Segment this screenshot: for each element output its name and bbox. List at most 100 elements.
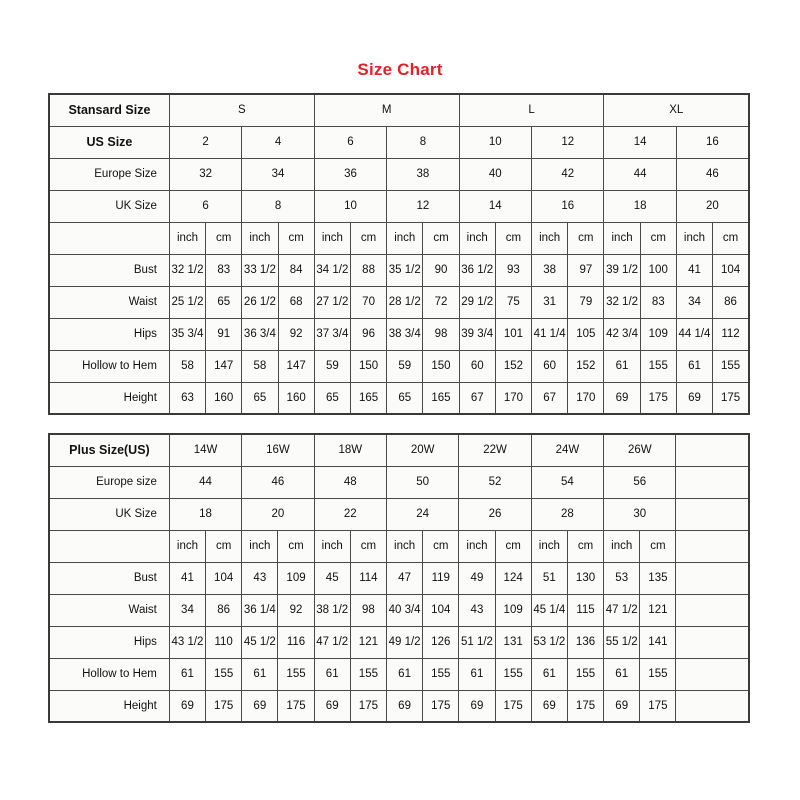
measurement-value: 34 xyxy=(675,285,714,319)
measurement-value: 121 xyxy=(349,625,387,659)
measurement-value: 47 xyxy=(385,561,424,595)
measurement-value: 47 1/2 xyxy=(603,593,641,627)
measurement-value: 33 1/2 xyxy=(241,253,279,287)
measurement-value: 83 xyxy=(639,285,677,319)
standard-header-row: Stansard Size S M L XL xyxy=(48,93,750,127)
unit-label-cm: cm xyxy=(349,221,388,255)
unit-label-cm: cm xyxy=(422,529,460,563)
size-value: 24 xyxy=(385,497,460,531)
measurement-value: 155 xyxy=(494,657,532,691)
measurement-value: 32 1/2 xyxy=(168,253,207,287)
unit-label-cm: cm xyxy=(494,529,532,563)
size-value: 34 xyxy=(241,157,315,191)
table-row: Bust 41 104 43 109 45 114 47 119 49 124 51 130 53 135 xyxy=(48,561,750,595)
measurement-value: 155 xyxy=(277,657,315,691)
standard-size-table: Stansard Size S M L XL US Size 2 4 6 8 10 12 14 16 Eur… xyxy=(48,93,750,415)
unit-label-inch: inch xyxy=(603,221,641,255)
measurement-value: 69 xyxy=(168,689,207,723)
measurement-value: 69 xyxy=(603,689,641,723)
measurement-value: 92 xyxy=(277,317,315,351)
measurement-value: 110 xyxy=(205,625,243,659)
table-row: Height 69 175 69 175 69 175 69 175 69 175 69 175 69 17… xyxy=(48,689,750,723)
size-value: 12 xyxy=(386,189,460,223)
measurement-value: 150 xyxy=(349,349,388,383)
unit-label-inch: inch xyxy=(241,529,279,563)
measurement-value: 104 xyxy=(712,253,750,287)
measurement-value: 43 xyxy=(241,561,279,595)
row-label-height: Height xyxy=(48,689,170,723)
measurement-value: 165 xyxy=(422,381,460,415)
size-value: 8 xyxy=(386,125,460,159)
size-value: 14 xyxy=(603,125,677,159)
measurement-value: 175 xyxy=(712,381,750,415)
unit-label-inch: inch xyxy=(241,221,279,255)
unit-label-inch: inch xyxy=(168,529,207,563)
measurement-value: 109 xyxy=(494,593,532,627)
row-label-waist: Waist xyxy=(48,593,170,627)
measurement-value: 124 xyxy=(494,561,532,595)
measurement-value: 41 1/4 xyxy=(531,317,569,351)
measurement-value: 55 1/2 xyxy=(603,625,641,659)
measurement-value: 175 xyxy=(639,689,677,723)
row-label-uk-size: UK Size xyxy=(48,497,170,531)
measurement-value: 68 xyxy=(277,285,315,319)
size-value: 46 xyxy=(675,157,750,191)
empty-area xyxy=(675,465,750,499)
standard-size-header-label: Stansard Size xyxy=(48,93,170,127)
table-row: Height 63 160 65 160 65 165 65 165 67 170 67 170 69 17… xyxy=(48,381,750,415)
measurement-value: 26 1/2 xyxy=(241,285,279,319)
measurement-value: 155 xyxy=(205,657,243,691)
measurement-value: 61 xyxy=(241,657,279,691)
unit-label-inch: inch xyxy=(386,221,424,255)
measurement-value: 75 xyxy=(494,285,533,319)
measurement-value: 136 xyxy=(566,625,605,659)
measurement-value: 40 3/4 xyxy=(385,593,424,627)
measurement-value: 105 xyxy=(567,317,605,351)
measurement-value: 61 xyxy=(168,657,207,691)
size-value: 38 xyxy=(386,157,460,191)
measurement-value: 42 3/4 xyxy=(603,317,641,351)
size-value: 8 xyxy=(241,189,315,223)
measurement-value: 69 xyxy=(241,689,279,723)
size-value: 32 xyxy=(168,157,243,191)
unit-label-cm: cm xyxy=(277,529,315,563)
measurement-value: 45 1/2 xyxy=(241,625,279,659)
measurement-value: 160 xyxy=(277,381,315,415)
plus-size-14w: 14W xyxy=(168,433,243,467)
measurement-value: 28 1/2 xyxy=(386,285,424,319)
plus-size-24w: 24W xyxy=(530,433,605,467)
row-label-height: Height xyxy=(48,381,170,415)
measurement-value: 115 xyxy=(566,593,605,627)
empty-area xyxy=(675,625,750,659)
measurement-value: 130 xyxy=(566,561,605,595)
size-value: 48 xyxy=(313,465,387,499)
size-value: 20 xyxy=(241,497,315,531)
measurement-value: 59 xyxy=(386,349,424,383)
measurement-value: 155 xyxy=(566,657,605,691)
size-value: 6 xyxy=(313,125,388,159)
measurement-value: 59 xyxy=(313,349,351,383)
measurement-value: 175 xyxy=(205,689,243,723)
row-label-hips: Hips xyxy=(48,625,170,659)
measurement-value: 131 xyxy=(494,625,532,659)
measurement-value: 126 xyxy=(422,625,460,659)
table-row: Bust 32 1/2 83 33 1/2 84 34 1/2 88 35 1/2 90 36 1… xyxy=(48,253,750,287)
measurement-value: 101 xyxy=(494,317,533,351)
unit-label-cm: cm xyxy=(639,529,677,563)
measurement-value: 51 xyxy=(530,561,568,595)
measurement-value: 69 xyxy=(385,689,424,723)
measurement-value: 109 xyxy=(277,561,315,595)
measurement-value: 65 xyxy=(313,381,351,415)
size-value: 10 xyxy=(313,189,388,223)
measurement-value: 53 1/2 xyxy=(530,625,568,659)
measurement-value: 141 xyxy=(639,625,677,659)
measurement-value: 98 xyxy=(422,317,460,351)
measurement-value: 69 xyxy=(458,689,496,723)
measurement-value: 41 xyxy=(168,561,207,595)
size-value: 14 xyxy=(458,189,533,223)
plus-size-26w: 26W xyxy=(603,433,677,467)
empty-area xyxy=(675,529,750,563)
measurement-value: 155 xyxy=(349,657,387,691)
measurement-value: 79 xyxy=(567,285,605,319)
measurement-value: 61 xyxy=(530,657,568,691)
